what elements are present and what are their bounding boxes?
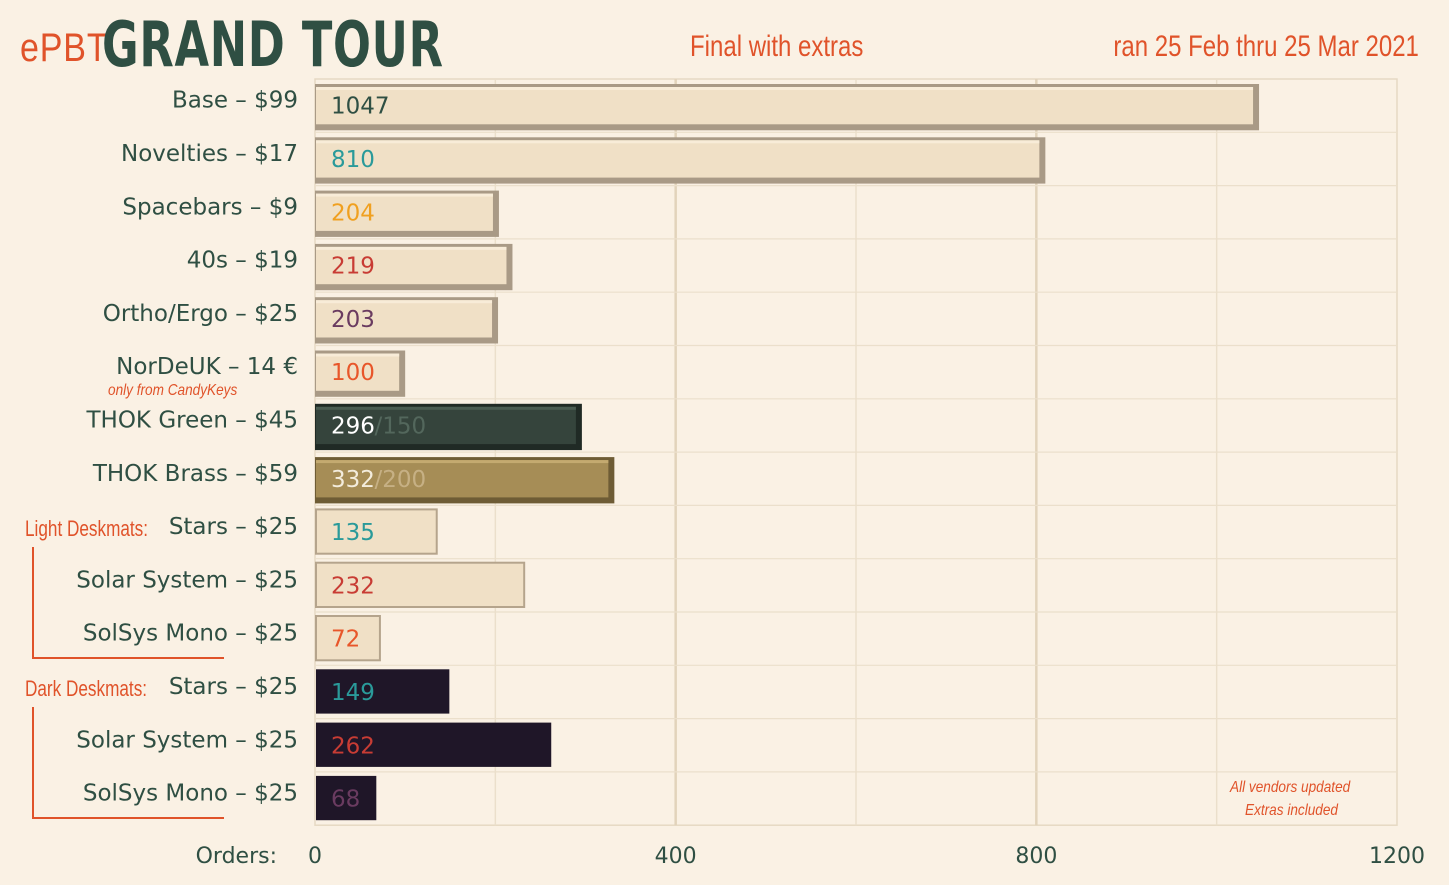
title-prefix: ePBT: [20, 26, 109, 70]
bar-value-label: 135: [331, 520, 375, 546]
chart-subtitle: Final with extras: [690, 30, 864, 63]
date-range: ran 25 Feb thru 25 Mar 2021: [1113, 30, 1419, 63]
bar-value-label: 1047: [331, 94, 390, 120]
group-bracket-light: [32, 547, 224, 659]
category-label: THOK Brass – $59: [92, 461, 298, 487]
bar: [316, 193, 493, 231]
chart-title: GRAND TOUR: [102, 8, 444, 81]
group-bracket-dark: [32, 707, 224, 819]
x-tick-label: 800: [1015, 844, 1057, 869]
bar-value-label: 810: [331, 147, 375, 173]
bar-limit-label: /150: [375, 413, 427, 439]
x-tick-label: 400: [655, 844, 697, 869]
nordeuk-note: only from CandyKeys: [108, 382, 238, 399]
category-label: NorDeUK – 14 €: [116, 354, 298, 380]
bar-highlight: [316, 140, 1040, 144]
group-label-dark: Dark Deskmats:: [25, 676, 148, 701]
category-label: Base – $99: [172, 88, 298, 114]
footer-note-1: All vendors updated: [1230, 779, 1351, 796]
bar-value-label: 296: [331, 413, 375, 439]
bar-value-label: 203: [331, 307, 375, 333]
bar: [316, 669, 450, 714]
bar-value-label: 332: [331, 467, 375, 493]
category-label: Solar System – $25: [76, 727, 298, 753]
bar-value-label: 149: [331, 680, 375, 706]
category-label: SolSys Mono – $25: [83, 781, 298, 807]
bar: [316, 775, 377, 821]
x-axis-label: Orders:: [196, 844, 277, 869]
bar-highlight: [316, 193, 493, 197]
category-label: Stars – $25: [169, 514, 298, 540]
category-label: SolSys Mono – $25: [83, 621, 298, 647]
bar: [316, 140, 1040, 178]
bar-value-label: 232: [331, 573, 375, 599]
bar: [316, 406, 576, 445]
bar: [316, 722, 552, 767]
bar-value-label: 72: [331, 627, 360, 653]
bar-value-label: 204: [331, 200, 375, 226]
bar-value-label: 68: [331, 787, 360, 813]
category-label: THOK Green – $45: [85, 407, 298, 433]
bar-highlight: [316, 87, 1254, 90]
bar: [316, 353, 400, 391]
bar-value-label: 100: [331, 360, 375, 386]
bar: [316, 246, 507, 285]
category-label: 40s – $19: [187, 248, 298, 274]
bar-limit-label: /200: [375, 467, 427, 493]
bar-value-label: 262: [331, 733, 375, 759]
bar-value-label: 219: [331, 254, 375, 280]
category-label: Spacebars – $9: [122, 194, 298, 220]
footer-note-2: Extras included: [1245, 802, 1338, 819]
bar-highlight: [316, 300, 493, 304]
bar: [316, 87, 1254, 125]
bar: [315, 561, 526, 609]
category-label: Novelties – $17: [121, 141, 298, 167]
category-label: Solar System – $25: [76, 567, 298, 593]
x-tick-label: 0: [308, 844, 322, 869]
bar: [315, 508, 438, 555]
bar: [315, 615, 381, 662]
bar-highlight: [316, 353, 400, 357]
x-tick-label: 1200: [1369, 844, 1425, 869]
bar: [316, 300, 493, 338]
category-label: Stars – $25: [169, 674, 298, 700]
bar-highlight: [316, 246, 507, 250]
group-label-light: Light Deskmats:: [25, 516, 149, 541]
bar: [316, 460, 609, 498]
bar-highlight: [316, 460, 609, 464]
category-label: Ortho/Ergo – $25: [103, 301, 298, 327]
bar-highlight: [316, 406, 576, 410]
